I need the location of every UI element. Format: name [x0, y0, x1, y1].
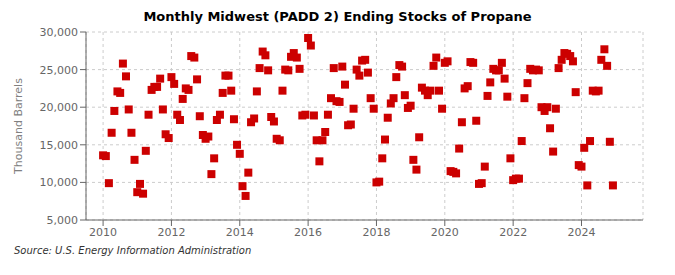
svg-text:2010: 2010 — [89, 226, 117, 239]
svg-text:2012: 2012 — [157, 226, 185, 239]
svg-text:2018: 2018 — [362, 226, 390, 239]
svg-text:2014: 2014 — [226, 226, 254, 239]
svg-text:25,000: 25,000 — [40, 64, 79, 77]
svg-text:2020: 2020 — [431, 226, 459, 239]
svg-text:2024: 2024 — [567, 226, 595, 239]
svg-text:5,000: 5,000 — [47, 214, 79, 227]
html-text:Source: U.S. Energy Informatio: Source: U.S. Energy Information Administ… — [14, 245, 252, 256]
svg-text:Thousand Barrels: Thousand Barrels — [12, 78, 25, 175]
html-text:Monthly Midwest (PADD 2) Endin: Monthly Midwest (PADD 2) Ending Stocks o… — [143, 9, 532, 24]
svg-text:2016: 2016 — [294, 226, 322, 239]
svg-text:2022: 2022 — [499, 226, 527, 239]
svg-text:10,000: 10,000 — [40, 176, 79, 189]
svg-text:30,000: 30,000 — [40, 26, 79, 39]
svg-text:20,000: 20,000 — [40, 101, 79, 114]
svg-text:15,000: 15,000 — [40, 139, 79, 152]
